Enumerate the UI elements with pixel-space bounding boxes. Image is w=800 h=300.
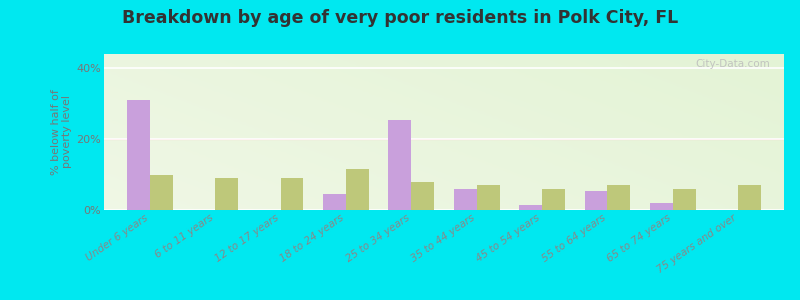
Text: Breakdown by age of very poor residents in Polk City, FL: Breakdown by age of very poor residents … <box>122 9 678 27</box>
Text: City-Data.com: City-Data.com <box>696 59 770 69</box>
Bar <box>389 120 411 210</box>
Y-axis label: % below half of
poverty level: % below half of poverty level <box>50 89 72 175</box>
Bar <box>650 203 673 210</box>
Bar <box>150 175 173 210</box>
Bar <box>454 189 477 210</box>
Bar <box>281 178 303 210</box>
Bar <box>738 185 761 210</box>
Bar <box>607 185 630 210</box>
Bar <box>477 185 499 210</box>
Bar <box>323 194 346 210</box>
Bar <box>542 189 565 210</box>
Bar <box>215 178 238 210</box>
Bar <box>585 190 607 210</box>
Bar <box>127 100 150 210</box>
Bar <box>411 182 434 210</box>
Bar <box>673 189 696 210</box>
Bar <box>346 169 369 210</box>
Bar <box>519 205 542 210</box>
